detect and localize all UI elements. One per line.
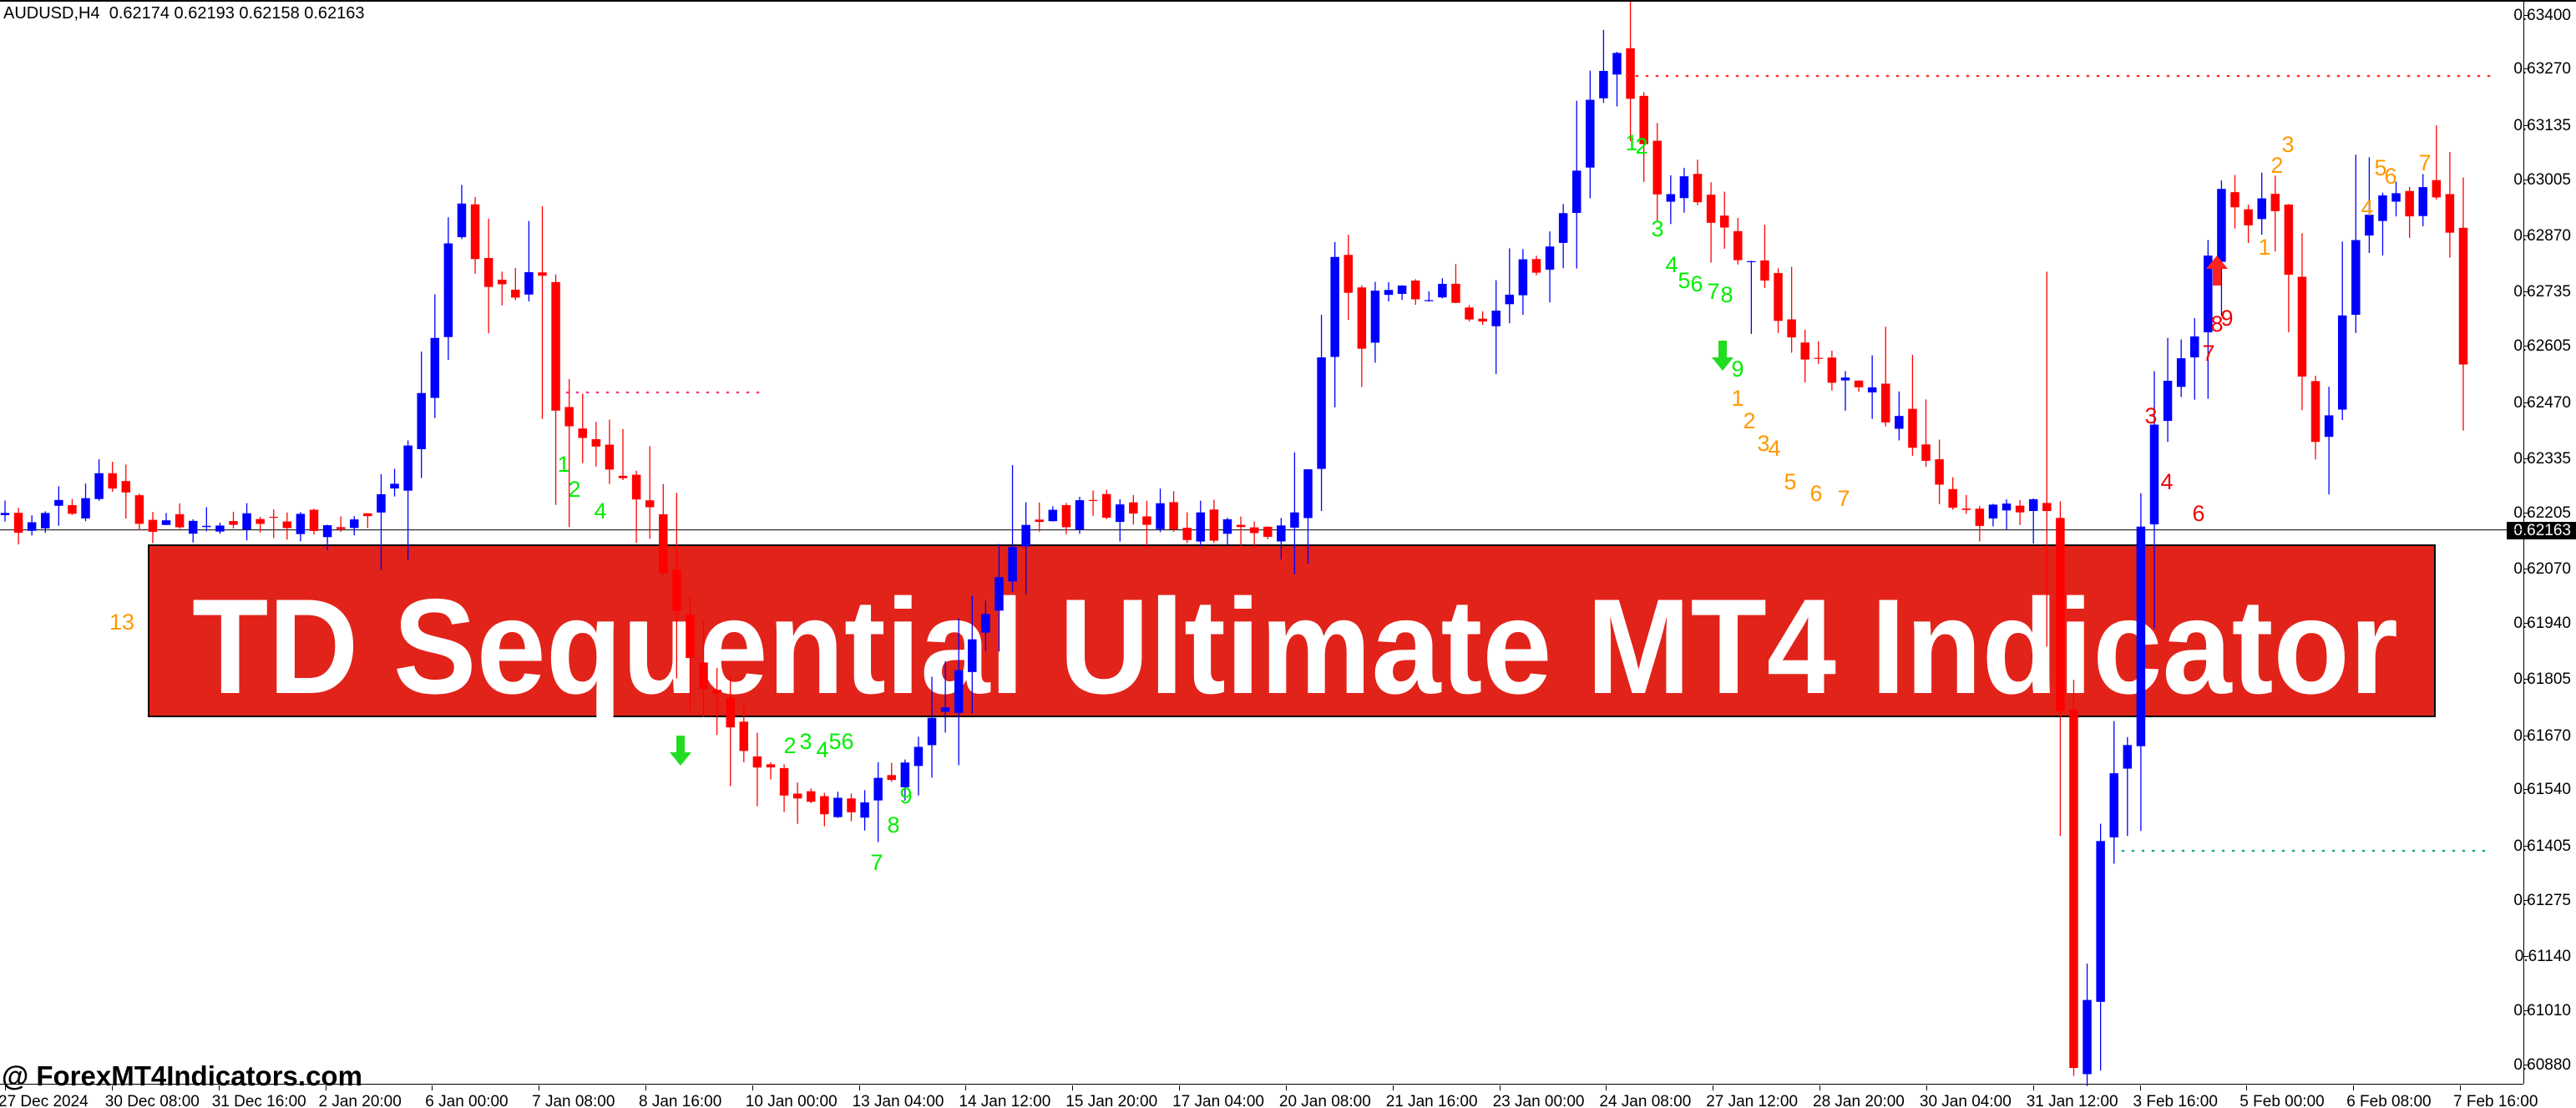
svg-text:2: 2 [568, 477, 580, 502]
svg-text:7: 7 [2202, 341, 2214, 366]
svg-text:7: 7 [1707, 279, 1719, 304]
svg-text:1: 1 [557, 452, 569, 477]
svg-text:3: 3 [1651, 216, 1663, 241]
svg-text:9: 9 [1731, 357, 1743, 382]
svg-text:2: 2 [783, 733, 796, 758]
svg-text:6: 6 [841, 729, 853, 754]
svg-text:4: 4 [816, 737, 828, 762]
svg-text:8: 8 [887, 812, 899, 837]
svg-text:4: 4 [1665, 252, 1678, 277]
svg-text:3: 3 [2144, 403, 2157, 428]
svg-text:6: 6 [1809, 481, 1822, 506]
svg-text:7: 7 [2418, 150, 2431, 175]
svg-text:9: 9 [2220, 306, 2233, 331]
svg-text:9: 9 [899, 783, 912, 808]
svg-text:7: 7 [1837, 486, 1850, 511]
svg-text:3: 3 [799, 729, 812, 754]
svg-text:1: 1 [2258, 235, 2270, 260]
svg-text:6: 6 [2384, 164, 2396, 189]
svg-text:5: 5 [1678, 268, 1690, 293]
svg-text:4: 4 [1768, 436, 1780, 461]
svg-text:4: 4 [2160, 469, 2173, 494]
svg-text:3: 3 [2281, 132, 2294, 157]
svg-text:1: 1 [1731, 386, 1743, 411]
svg-text:13: 13 [109, 610, 134, 635]
svg-text:5: 5 [828, 729, 841, 754]
svg-text:8: 8 [1720, 282, 1733, 307]
svg-text:5: 5 [1784, 469, 1796, 494]
svg-text:4: 4 [2361, 195, 2373, 220]
svg-text:6: 6 [2192, 501, 2204, 526]
svg-text:2: 2 [1635, 134, 1647, 159]
svg-text:4: 4 [594, 498, 606, 524]
svg-text:6: 6 [1690, 271, 1703, 296]
svg-text:7: 7 [870, 850, 883, 875]
svg-text:2: 2 [1743, 408, 1755, 433]
